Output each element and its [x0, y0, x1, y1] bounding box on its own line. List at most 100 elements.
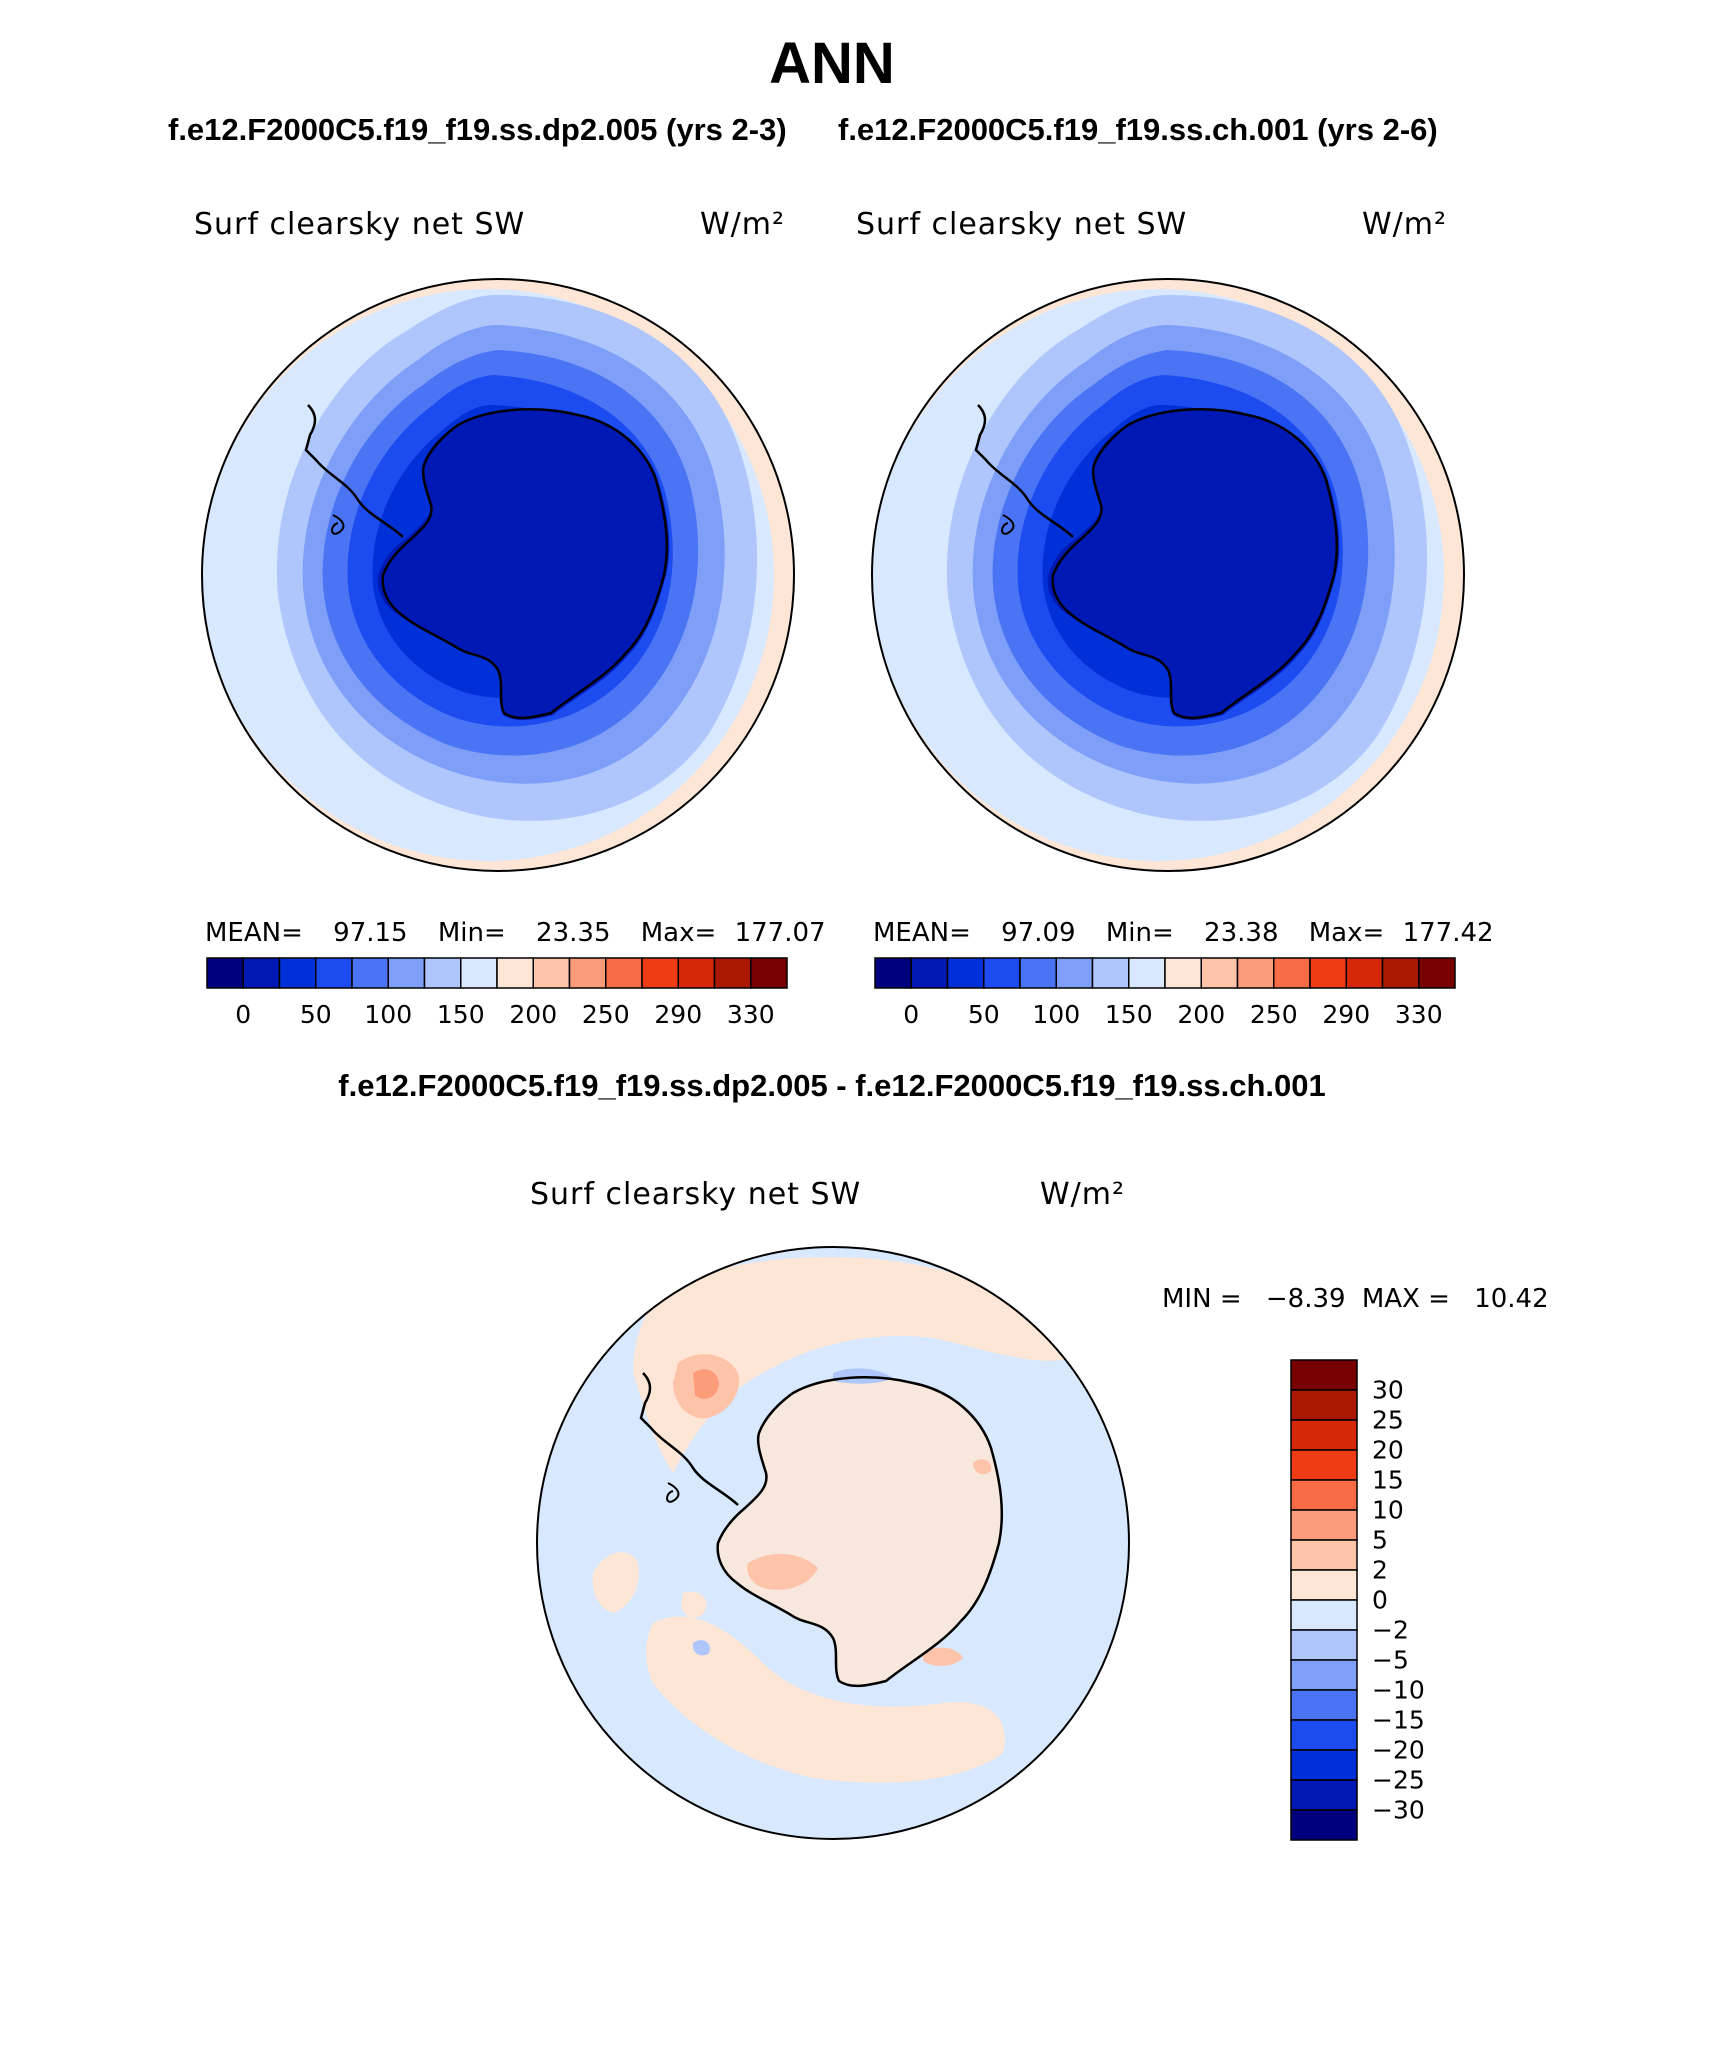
colorbar-tick-label: 100 — [364, 1000, 413, 1029]
min-value: 23.35 — [536, 918, 611, 948]
difference-stats: MIN = −8.39 MAX = 10.42 — [1162, 1284, 1549, 1314]
colorbar-tick-label: 2 — [1372, 1555, 1388, 1585]
colorbar-box — [1290, 1689, 1358, 1721]
colorbar-box — [568, 957, 607, 989]
colorbar-box — [1309, 957, 1347, 989]
colorbar-box — [1290, 1539, 1358, 1571]
difference-variable: Surf clearsky net SW — [530, 1177, 862, 1212]
colorbar-box — [1019, 957, 1057, 989]
case-title-left: f.e12.F2000C5.f19_f19.ss.dp2.005 (yrs 2-… — [168, 112, 787, 147]
colorbar-box — [1381, 957, 1420, 989]
colorbar-difference-ticks: 30 25 20 15 10 5 2 0 −2 −5 −10 −15 −20 −25 −30 — [1372, 1360, 1472, 1842]
colorbar-box — [423, 957, 462, 989]
colorbar-box — [1345, 957, 1384, 989]
colorbar-tick-label: −10 — [1372, 1675, 1425, 1705]
colorbar-box — [1290, 1479, 1358, 1511]
colorbar-tick-label: 10 — [1372, 1495, 1404, 1525]
map-right — [871, 278, 1465, 872]
min-label: MIN = — [1162, 1284, 1242, 1314]
colorbar-box — [1290, 1419, 1358, 1451]
colorbar-tick-label: −2 — [1372, 1615, 1409, 1645]
colorbar-box — [496, 957, 534, 989]
map-difference — [536, 1246, 1130, 1840]
colorbar-box — [1290, 1779, 1358, 1811]
colorbar-box — [1290, 1389, 1358, 1421]
colorbar-box — [983, 957, 1021, 989]
colorbar-box — [242, 957, 281, 989]
colorbar-box — [387, 957, 426, 989]
colorbar-box — [910, 957, 949, 989]
panel-right-variable: Surf clearsky net SW — [856, 207, 1188, 242]
colorbar-box — [713, 957, 752, 989]
colorbar-box — [460, 957, 498, 989]
difference-title: f.e12.F2000C5.f19_f19.ss.dp2.005 - f.e12… — [338, 1068, 1326, 1103]
colorbar-tick-label: 290 — [1322, 1000, 1371, 1029]
mean-value: 97.15 — [333, 918, 408, 948]
panel-left-units: W/m² — [700, 207, 786, 242]
panel-right-units: W/m² — [1362, 207, 1448, 242]
colorbar-box — [206, 957, 244, 989]
colorbar-box — [1273, 957, 1311, 989]
colorbar-left — [206, 957, 788, 989]
colorbar-box — [1290, 1449, 1358, 1481]
colorbar-box — [1290, 1719, 1358, 1751]
colorbar-box — [1290, 1599, 1358, 1631]
colorbar-tick-label: 100 — [1032, 1000, 1081, 1029]
colorbar-tick-label: 15 — [1372, 1465, 1404, 1495]
colorbar-box — [1290, 1659, 1358, 1691]
colorbar-box — [1164, 957, 1202, 989]
colorbar-box — [278, 957, 317, 989]
colorbar-tick-label: 200 — [1177, 1000, 1226, 1029]
colorbar-right — [874, 957, 1456, 989]
colorbar-box — [1290, 1809, 1358, 1841]
colorbar-box — [1290, 1509, 1358, 1541]
colorbar-box — [1290, 1629, 1358, 1661]
min-value: 23.38 — [1204, 918, 1279, 948]
colorbar-tick-label: 200 — [509, 1000, 558, 1029]
colorbar-box — [1091, 957, 1130, 989]
figure-title: ANN — [769, 31, 895, 96]
colorbar-tick-label: −15 — [1372, 1705, 1425, 1735]
colorbar-tick-label: 50 — [967, 1000, 1000, 1029]
colorbar-tick-label: 20 — [1372, 1435, 1404, 1465]
colorbar-tick-label: 30 — [1372, 1375, 1404, 1405]
mean-label: MEAN= — [873, 918, 971, 948]
panel-left-stats: MEAN= 97.15 Min= 23.35 Max= 177.07 — [205, 918, 826, 948]
colorbar-tick-label: 150 — [1104, 1000, 1153, 1029]
colorbar-box — [641, 957, 679, 989]
max-value: 10.42 — [1474, 1284, 1549, 1314]
colorbar-tick-label: 0 — [903, 1000, 920, 1029]
case-title-right: f.e12.F2000C5.f19_f19.ss.ch.001 (yrs 2-6… — [838, 112, 1438, 147]
colorbar-tick-label: 5 — [1372, 1525, 1388, 1555]
max-value: 177.07 — [734, 918, 826, 948]
colorbar-tick-label: 150 — [436, 1000, 485, 1029]
min-label: Min= — [437, 918, 506, 948]
colorbar-box — [605, 957, 643, 989]
mean-label: MEAN= — [205, 918, 303, 948]
map-left — [201, 278, 795, 872]
colorbar-box — [1290, 1749, 1358, 1781]
colorbar-tick-label: 330 — [1394, 1000, 1443, 1029]
colorbar-right-ticks: 0 50 100 150 200 250 290 330 — [875, 1000, 1455, 1032]
colorbar-tick-label: −25 — [1372, 1765, 1425, 1795]
max-label: MAX = — [1361, 1284, 1450, 1314]
colorbar-box — [1290, 1569, 1358, 1601]
colorbar-box — [1200, 957, 1239, 989]
colorbar-tick-label: 0 — [1372, 1585, 1388, 1615]
colorbar-tick-label: 25 — [1372, 1405, 1404, 1435]
difference-units: W/m² — [1040, 1177, 1126, 1212]
colorbar-box — [946, 957, 985, 989]
colorbar-box — [351, 957, 389, 989]
mean-value: 97.09 — [1001, 918, 1076, 948]
colorbar-tick-label: 290 — [654, 1000, 703, 1029]
colorbar-box — [1418, 957, 1456, 989]
min-value: −8.39 — [1265, 1284, 1346, 1314]
min-label: Min= — [1105, 918, 1174, 948]
colorbar-box — [315, 957, 353, 989]
colorbar-tick-label: 0 — [235, 1000, 252, 1029]
colorbar-box — [1290, 1359, 1358, 1391]
colorbar-tick-label: 250 — [1249, 1000, 1298, 1029]
panel-right-stats: MEAN= 97.09 Min= 23.38 Max= 177.42 — [873, 918, 1494, 948]
colorbar-tick-label: −5 — [1372, 1645, 1409, 1675]
colorbar-tick-label: −20 — [1372, 1735, 1425, 1765]
